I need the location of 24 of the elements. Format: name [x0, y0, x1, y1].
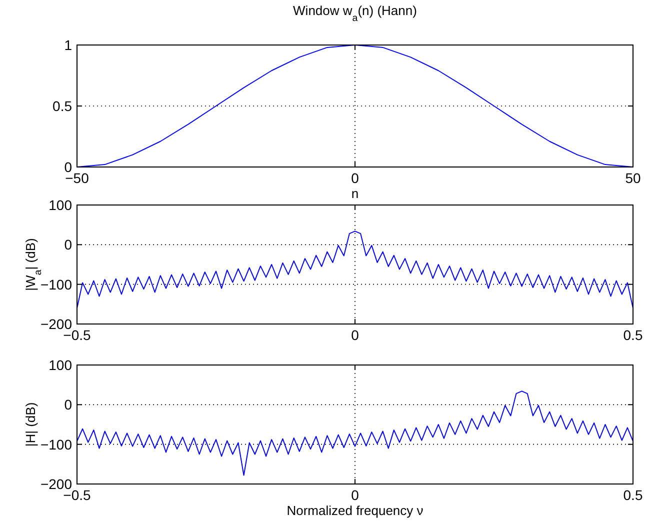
x-tick-label: 0.5 — [623, 487, 643, 503]
y-tick-label: −200 — [40, 476, 72, 492]
y-tick-label: −100 — [40, 436, 72, 452]
y-axis-title: |H| (dB) — [23, 402, 38, 447]
line-series — [76, 44, 634, 168]
y-tick-label: 0 — [64, 159, 72, 175]
x-tick-label: 0.5 — [623, 327, 643, 343]
x-tick-label: 50 — [625, 170, 641, 186]
y-tick-label: 0.5 — [52, 98, 72, 114]
y-tick-label: 100 — [48, 197, 72, 213]
x-axis-title: n — [351, 186, 359, 201]
x-tick-label: 0 — [351, 170, 360, 186]
y-tick-label: 0 — [64, 236, 72, 253]
y-tick-label: 100 — [48, 357, 72, 373]
x-axis-title: Normalized frequency ν — [286, 503, 424, 518]
y-tick-label: 0 — [64, 396, 72, 413]
line-series — [76, 390, 634, 476]
y-tick-label: −100 — [40, 276, 72, 292]
chart-title: Window w$_{a}$(n) (Hann) — [293, 3, 417, 24]
y-tick-label: −200 — [40, 316, 72, 332]
x-tick-label: 0 — [351, 487, 360, 503]
y-tick-label: 1 — [64, 37, 72, 53]
line-series — [76, 230, 634, 309]
x-tick-label: 0 — [351, 327, 360, 343]
